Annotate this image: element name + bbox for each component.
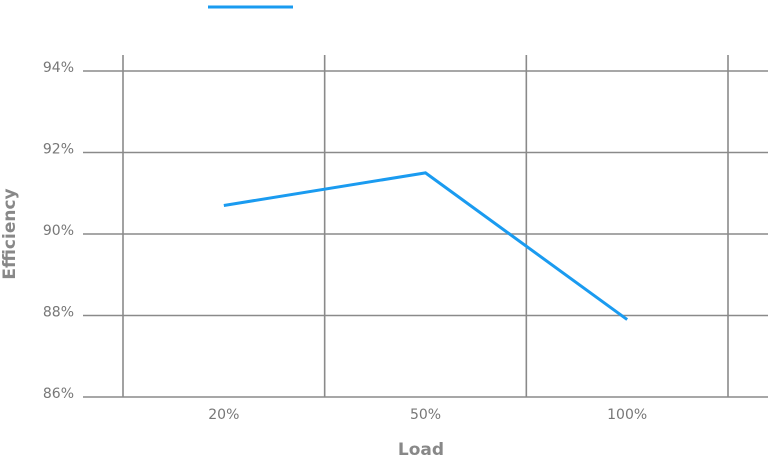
y-axis-title: Efficiency xyxy=(0,188,20,279)
y-tick-label: 92% xyxy=(43,142,74,158)
x-tick-label: 20% xyxy=(208,407,239,423)
data-line xyxy=(223,171,629,321)
x-tick-label: 100% xyxy=(607,407,647,423)
y-tick-label: 94% xyxy=(43,60,74,76)
x-axis-title: Load xyxy=(398,440,444,458)
y-tick-label: 86% xyxy=(43,386,74,402)
y-tick-label: 90% xyxy=(43,223,74,239)
x-tick-label: 50% xyxy=(410,407,441,423)
y-tick-label: 88% xyxy=(43,305,74,321)
